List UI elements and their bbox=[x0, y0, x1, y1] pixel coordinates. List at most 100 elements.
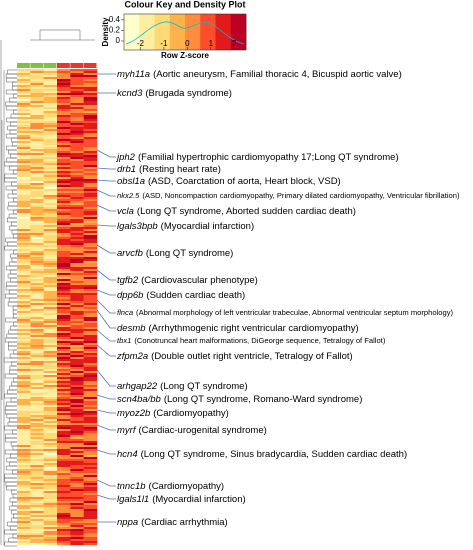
heat-cell bbox=[70, 339, 84, 342]
heat-cell bbox=[70, 357, 84, 360]
heat-cell bbox=[17, 125, 31, 128]
heat-cell bbox=[43, 533, 58, 536]
heat-cell bbox=[57, 375, 71, 378]
gene-name: flnca bbox=[117, 308, 133, 317]
heat-cell bbox=[43, 311, 58, 314]
annotation-text: (Double outlet right ventricle, Tetralog… bbox=[151, 351, 353, 362]
heat-cell bbox=[70, 131, 84, 134]
heat-cell bbox=[30, 469, 44, 472]
heat-cell bbox=[17, 349, 31, 352]
heat-cell bbox=[43, 213, 58, 216]
heat-cell bbox=[17, 103, 31, 106]
heat-cell bbox=[43, 267, 58, 270]
heat-cell bbox=[57, 251, 71, 254]
heat-cell bbox=[43, 487, 58, 490]
heat-cell bbox=[43, 119, 58, 122]
heat-cell bbox=[83, 245, 98, 248]
heat-cell bbox=[70, 203, 84, 206]
key-frame bbox=[123, 13, 247, 51]
heat-cell bbox=[57, 289, 71, 292]
heat-cell bbox=[83, 533, 98, 536]
heat-cell bbox=[30, 103, 44, 106]
heat-cell bbox=[30, 99, 44, 102]
key-y-tick-label: 0.2 bbox=[109, 26, 121, 35]
heat-cell bbox=[43, 445, 58, 448]
heat-cell bbox=[57, 253, 71, 256]
heat-cell bbox=[83, 461, 98, 464]
heat-cell bbox=[43, 257, 58, 260]
heat-cell bbox=[83, 97, 98, 100]
heat-cell bbox=[43, 497, 58, 500]
heat-cell bbox=[17, 393, 31, 396]
heat-cell bbox=[57, 75, 71, 78]
heat-cell bbox=[83, 543, 98, 546]
heat-cell bbox=[83, 445, 98, 448]
heat-cell bbox=[83, 355, 98, 358]
heat-cell bbox=[83, 69, 98, 72]
heat-cell bbox=[57, 157, 71, 160]
heat-cell bbox=[30, 229, 44, 232]
heat-cell bbox=[57, 525, 71, 528]
heat-cell bbox=[17, 267, 31, 270]
heat-cell bbox=[70, 241, 84, 244]
heat-cell bbox=[83, 527, 98, 530]
heat-cell bbox=[83, 453, 98, 456]
heat-cell bbox=[43, 273, 58, 276]
heat-cell bbox=[70, 137, 84, 140]
heat-cell bbox=[43, 467, 58, 470]
heat-cell bbox=[43, 307, 58, 310]
heat-cell bbox=[57, 223, 71, 226]
heat-cell bbox=[43, 211, 58, 214]
heat-cell bbox=[83, 191, 98, 194]
heat-cell bbox=[70, 323, 84, 326]
heat-cell bbox=[57, 107, 71, 110]
heat-cell bbox=[43, 333, 58, 336]
heat-cell bbox=[57, 345, 71, 348]
heat-cell bbox=[70, 511, 84, 514]
heat-cell bbox=[30, 311, 44, 314]
heat-cell bbox=[30, 213, 44, 216]
heat-cell bbox=[83, 125, 98, 128]
heat-cell bbox=[83, 291, 98, 294]
heat-cell bbox=[43, 357, 58, 360]
heat-cell bbox=[30, 289, 44, 292]
heat-cell bbox=[30, 225, 44, 228]
key-swatch bbox=[139, 14, 155, 50]
connector bbox=[96, 479, 116, 487]
heat-cell bbox=[43, 469, 58, 472]
heat-cell bbox=[57, 401, 71, 404]
heat-cell bbox=[43, 253, 58, 256]
heat-cell bbox=[70, 349, 84, 352]
heat-cell bbox=[57, 389, 71, 392]
heat-cell bbox=[17, 235, 31, 238]
heat-cell bbox=[17, 289, 31, 292]
heat-cell bbox=[57, 207, 71, 210]
heat-cell bbox=[43, 255, 58, 258]
heat-cell bbox=[70, 283, 84, 286]
heat-cell bbox=[43, 319, 58, 322]
heat-cell bbox=[70, 297, 84, 300]
heat-cell bbox=[57, 211, 71, 214]
heat-cell bbox=[43, 263, 58, 266]
heat-cell bbox=[70, 383, 84, 386]
heat-cell bbox=[70, 79, 84, 82]
heat-cell bbox=[30, 171, 44, 174]
heat-cell bbox=[30, 97, 44, 100]
heat-cell bbox=[57, 171, 71, 174]
heat-cell bbox=[83, 383, 98, 386]
annotation-text: (Cardiac arrhythmia) bbox=[141, 517, 228, 528]
annotation-text: (Cardiovascular phenotype) bbox=[141, 275, 258, 286]
heat-cell bbox=[43, 455, 58, 458]
heat-cell bbox=[83, 399, 98, 402]
heat-cell bbox=[83, 471, 98, 474]
heat-cell bbox=[30, 159, 44, 162]
heat-cell bbox=[57, 391, 71, 394]
heat-cell bbox=[43, 241, 58, 244]
heat-cell bbox=[57, 543, 71, 546]
heat-cell bbox=[43, 143, 58, 146]
key-ylabel: Density bbox=[101, 17, 110, 46]
heat-cell bbox=[83, 473, 98, 476]
heat-cell bbox=[70, 311, 84, 314]
heat-cell bbox=[43, 527, 58, 530]
gene-name: zfpm2a bbox=[116, 351, 148, 362]
